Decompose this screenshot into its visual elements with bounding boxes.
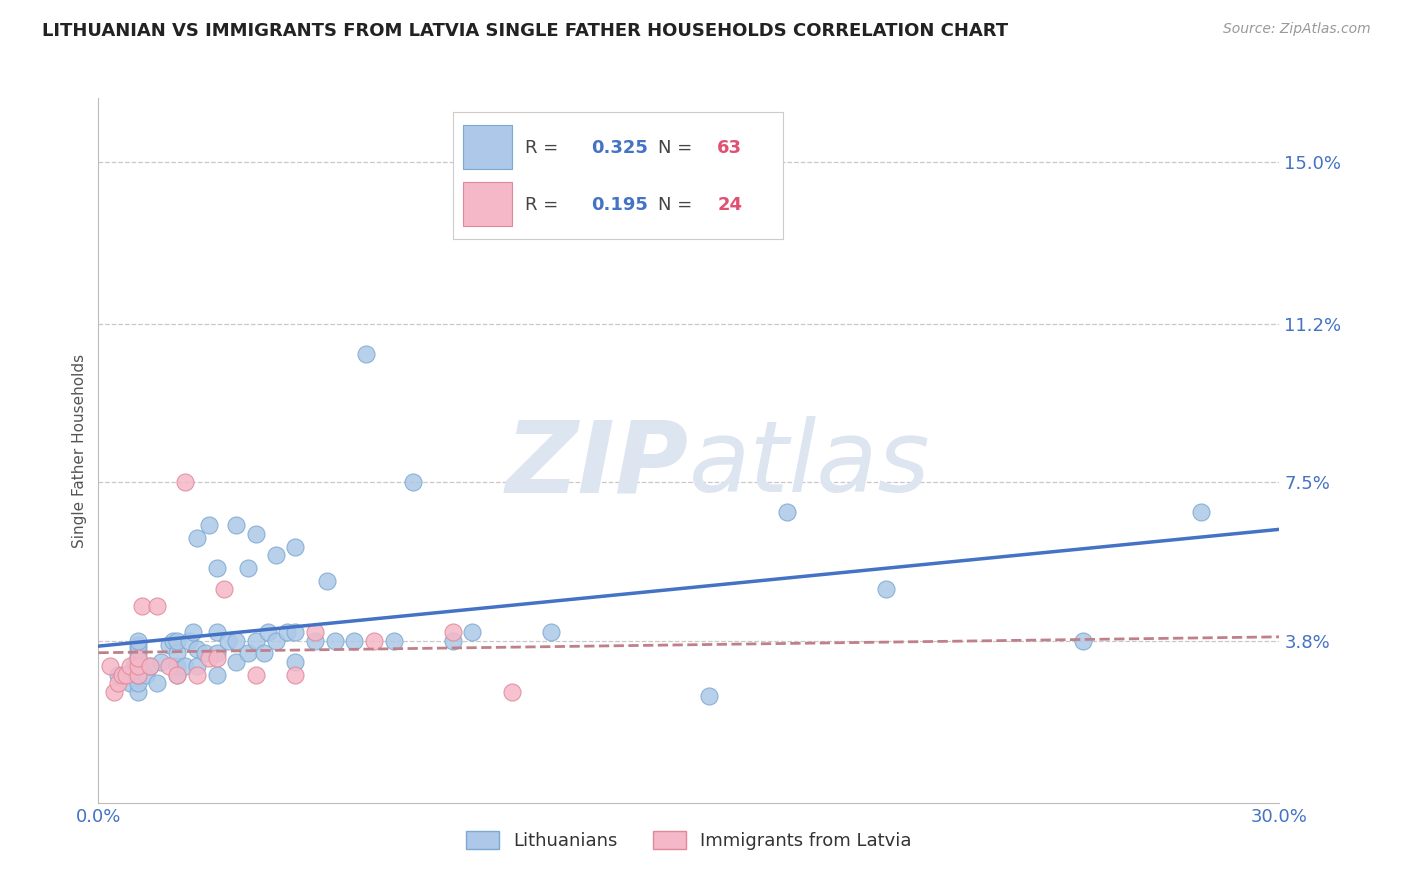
Point [186,642,208,657]
Point [343,633,366,648]
Point [122,659,145,673]
Point [197,650,219,665]
Point [284,655,307,669]
Point [127,659,149,673]
Point [214,582,236,597]
Point [127,638,149,652]
Point [166,659,188,673]
Point [115,667,138,681]
Text: Source: ZipAtlas.com: Source: ZipAtlas.com [1223,22,1371,37]
Point [217,633,239,648]
Point [1189,505,1212,519]
Point [181,624,204,639]
Point [236,646,259,660]
Point [177,633,200,648]
Point [284,667,307,681]
Point [304,624,326,639]
Point [245,667,267,681]
Point [205,650,228,665]
Point [205,667,228,681]
Point [186,659,208,673]
Point [138,659,160,673]
Point [157,659,180,673]
Point [127,664,149,678]
Point [146,676,169,690]
Point [138,659,160,673]
Point [253,646,276,660]
Point [264,633,287,648]
Point [118,659,141,673]
Point [284,624,307,639]
Point [245,526,267,541]
Point [205,624,228,639]
Point [166,667,188,681]
Point [194,646,217,660]
Point [166,667,188,681]
Point [127,642,149,657]
Point [127,667,149,681]
Point [111,667,134,681]
Point [127,685,149,699]
Point [131,599,153,614]
Point [127,646,149,660]
Y-axis label: Single Father Households: Single Father Households [72,353,87,548]
Point [174,475,197,490]
Point [107,676,129,690]
Point [284,540,307,554]
Point [103,685,125,699]
Point [225,633,247,648]
Point [1071,633,1094,648]
Point [256,624,278,639]
Point [127,655,149,669]
Point [146,599,169,614]
Point [205,561,228,575]
Point [697,689,720,703]
Point [166,633,188,648]
Point [441,633,464,648]
Text: atlas: atlas [689,416,931,513]
Point [264,548,287,562]
Point [304,633,326,648]
Point [875,582,897,597]
Point [354,347,377,361]
Point [118,676,141,690]
Legend: Lithuanians, Immigrants from Latvia: Lithuanians, Immigrants from Latvia [458,823,920,857]
Point [225,518,247,533]
Point [107,667,129,681]
Point [205,646,228,660]
Point [186,667,208,681]
Point [127,650,149,665]
Point [363,633,385,648]
Point [315,574,337,588]
Point [441,624,464,639]
Text: LITHUANIAN VS IMMIGRANTS FROM LATVIA SINGLE FATHER HOUSEHOLDS CORRELATION CHART: LITHUANIAN VS IMMIGRANTS FROM LATVIA SIN… [42,22,1008,40]
Point [540,624,562,639]
Point [127,676,149,690]
Point [245,633,267,648]
Point [162,633,184,648]
Point [461,624,484,639]
Point [236,561,259,575]
Point [166,646,188,660]
Point [382,633,405,648]
Point [98,659,121,673]
Point [135,667,157,681]
Point [127,667,149,681]
Text: ZIP: ZIP [506,416,689,513]
Point [276,624,298,639]
Point [150,655,173,669]
Point [174,659,197,673]
Point [323,633,346,648]
Point [197,518,219,533]
Point [127,633,149,648]
Point [157,638,180,652]
Point [115,667,138,681]
Point [225,655,247,669]
Point [186,531,208,545]
Point [776,505,799,519]
Point [402,475,425,490]
Point [127,650,149,665]
Point [501,685,523,699]
